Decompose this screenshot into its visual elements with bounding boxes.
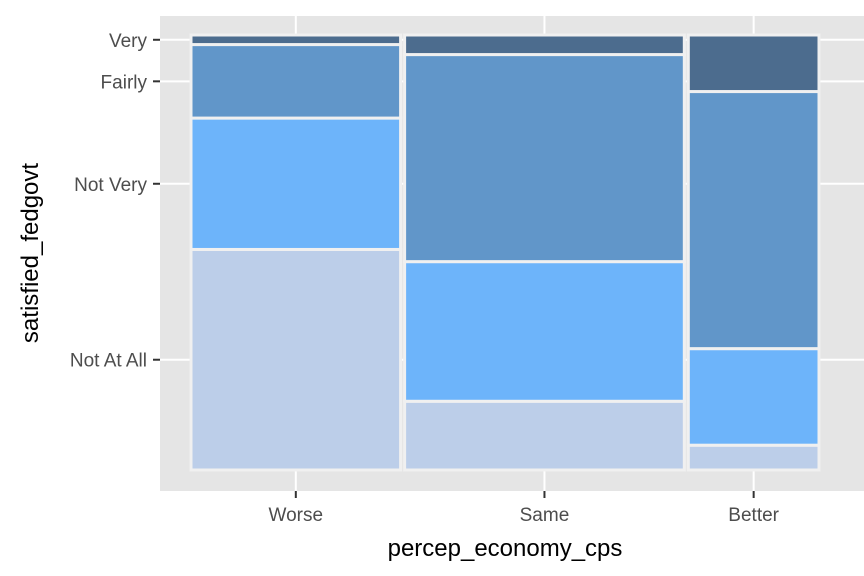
x-tick-label: Worse: [269, 505, 324, 526]
y-axis: Not At All Not Very Fairly Very: [70, 31, 160, 372]
mosaic-tile-worse-fairly: [189, 43, 403, 120]
y-tick-label: Not Very: [74, 175, 147, 196]
y-axis-title: satisfied_fedgovt: [17, 163, 44, 343]
x-axis-title: percep_economy_cps: [388, 535, 623, 562]
mosaic-tile-worse-not-very: [189, 116, 403, 251]
mosaic-tile-better-not-very: [686, 347, 821, 447]
y-tick-label: Not At All: [70, 351, 147, 372]
mosaic-tile-worse-very: [189, 33, 403, 47]
mosaic-tile-same-not-very: [403, 260, 686, 403]
mosaic-tile-same-not-at-all: [403, 399, 686, 472]
x-tick-label: Better: [728, 505, 779, 526]
mosaic-tile-better-not-at-all: [686, 443, 821, 472]
mosaic-tile-same-very: [403, 33, 686, 57]
mosaic-tile-better-very: [686, 33, 821, 94]
mosaic-tile-same-fairly: [403, 53, 686, 264]
mosaic-tile-better-fairly: [686, 90, 821, 351]
mosaic-tile-worse-not-at-all: [189, 247, 403, 472]
mosaic-tiles: [189, 33, 821, 472]
y-tick-label: Fairly: [101, 72, 148, 93]
x-axis: Worse Same Better: [269, 491, 780, 526]
x-tick-label: Same: [520, 505, 570, 526]
y-tick-label: Very: [109, 31, 148, 52]
